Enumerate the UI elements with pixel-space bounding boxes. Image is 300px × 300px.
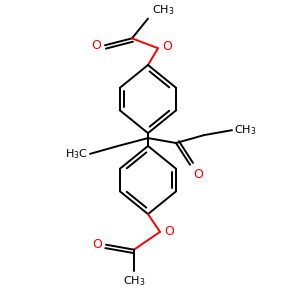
Text: CH$_3$: CH$_3$ bbox=[123, 274, 145, 288]
Text: O: O bbox=[91, 39, 101, 52]
Text: O: O bbox=[92, 238, 102, 251]
Text: CH$_3$: CH$_3$ bbox=[152, 3, 175, 16]
Text: CH$_3$: CH$_3$ bbox=[234, 123, 256, 137]
Text: O: O bbox=[162, 40, 172, 53]
Text: O: O bbox=[193, 168, 203, 181]
Text: H$_3$C: H$_3$C bbox=[65, 147, 88, 161]
Text: O: O bbox=[164, 225, 174, 239]
